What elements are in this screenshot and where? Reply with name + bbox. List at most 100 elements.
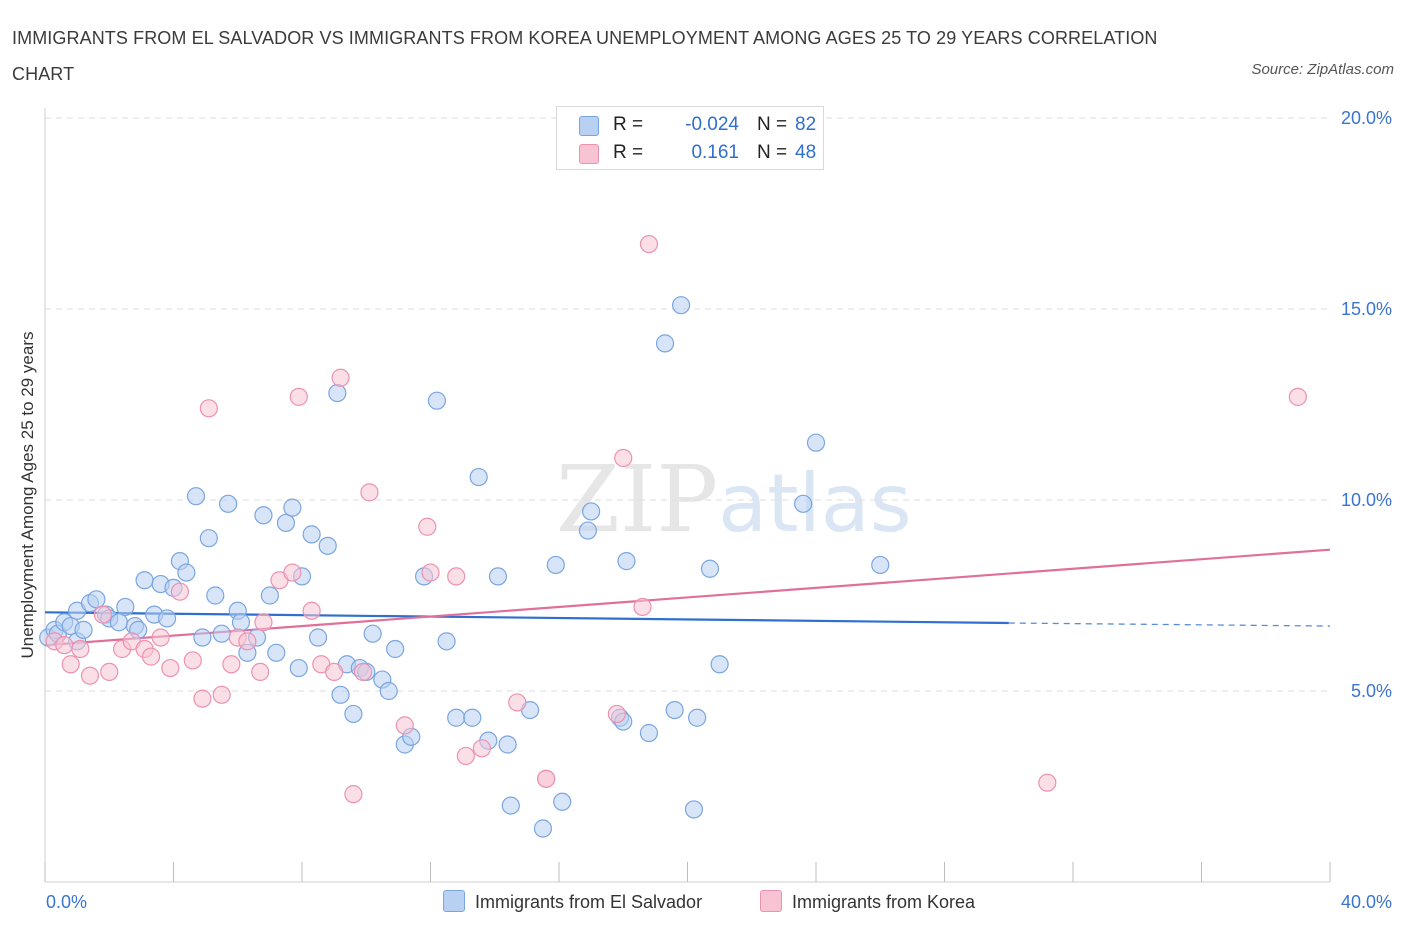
legend-swatch-blue — [579, 116, 599, 136]
point-korea — [639, 234, 659, 254]
point-korea — [537, 769, 556, 788]
y-tick-label: 20.0% — [1341, 108, 1392, 128]
point-el-salvador — [135, 571, 154, 590]
bottom-legend-label: Immigrants from Korea — [792, 892, 976, 912]
tick-labels: 5.0% 10.0% 15.0% 20.0% 0.0% 40.0% — [46, 108, 1392, 912]
point-korea — [251, 662, 270, 682]
point-korea — [395, 716, 414, 735]
point-korea — [151, 628, 170, 647]
point-el-salvador — [379, 681, 398, 701]
point-el-salvador — [671, 296, 691, 315]
legend-n-value: 48 — [795, 142, 817, 163]
point-korea — [633, 597, 652, 617]
point-el-salvador — [267, 643, 286, 662]
y-tick-label: 10.0% — [1341, 490, 1392, 510]
point-korea — [161, 658, 180, 678]
point-korea — [61, 655, 80, 674]
point-el-salvador — [219, 494, 238, 513]
bottom-legend-label: Immigrants from El Salvador — [475, 892, 703, 912]
point-korea — [289, 387, 308, 406]
point-korea — [170, 582, 190, 601]
point-el-salvador — [302, 525, 321, 544]
point-korea — [183, 651, 202, 670]
legend-swatch-pink — [579, 144, 599, 164]
point-korea — [1038, 773, 1057, 792]
legend-r-label: R = — [613, 114, 644, 135]
point-el-salvador — [386, 639, 405, 659]
point-korea — [360, 483, 379, 502]
legend-r-label: R = — [613, 142, 644, 163]
point-el-salvador — [193, 628, 212, 647]
point-el-salvador — [199, 529, 218, 548]
point-el-salvador — [501, 796, 520, 815]
point-el-salvador — [447, 708, 466, 727]
point-korea — [1288, 387, 1307, 406]
bottom-legend-swatch-pink — [760, 890, 782, 912]
point-korea — [254, 613, 273, 632]
point-korea — [93, 605, 112, 624]
trend-line-el-salvador-extension — [1008, 622, 1331, 627]
point-el-salvador — [688, 708, 707, 727]
point-korea — [283, 563, 302, 582]
point-korea — [71, 639, 90, 659]
correlation-legend: R = -0.024 N = 82 R = 0.161 N = 48 — [556, 106, 824, 170]
trend-line-el-salvador — [44, 611, 1009, 625]
point-korea — [421, 563, 440, 582]
bottom-legend-el-salvador: Immigrants from El Salvador — [443, 890, 702, 913]
point-el-salvador — [437, 632, 456, 651]
legend-n-value: 82 — [795, 114, 817, 135]
point-korea — [418, 517, 437, 536]
point-el-salvador — [74, 620, 93, 639]
point-el-salvador — [157, 609, 177, 628]
point-el-salvador — [498, 735, 517, 754]
y-tick-label: 5.0% — [1351, 681, 1392, 701]
point-el-salvador — [212, 624, 231, 643]
point-korea — [193, 689, 212, 708]
chart-title: IMMIGRANTS FROM EL SALVADOR VS IMMIGRANT… — [12, 28, 1158, 84]
point-el-salvador — [655, 334, 675, 353]
point-el-salvador — [871, 555, 890, 575]
point-el-salvador — [344, 704, 363, 724]
point-korea — [141, 647, 161, 666]
y-tick-label: 15.0% — [1341, 299, 1392, 319]
point-el-salvador — [116, 597, 135, 617]
legend-r-value: 0.161 — [691, 142, 739, 163]
x-tick-label: 40.0% — [1341, 892, 1392, 912]
bottom-legend-korea: Immigrants from Korea — [760, 890, 975, 913]
bottom-legend-swatch-blue — [443, 890, 465, 912]
point-el-salvador — [546, 555, 565, 575]
point-korea — [607, 704, 626, 724]
point-el-salvador — [186, 487, 206, 506]
source-label: Source: ZipAtlas.com — [1251, 61, 1394, 78]
point-el-salvador — [177, 563, 196, 582]
point-el-salvador — [276, 513, 296, 533]
point-korea — [55, 636, 74, 655]
point-korea — [447, 567, 466, 586]
point-korea — [80, 666, 100, 685]
point-el-salvador — [806, 433, 826, 452]
point-el-salvador — [318, 536, 337, 555]
legend-n-label: N = — [757, 142, 788, 163]
point-korea — [222, 655, 241, 674]
point-el-salvador — [578, 521, 598, 540]
point-korea — [472, 739, 491, 758]
point-el-salvador — [289, 658, 308, 678]
point-el-salvador — [488, 567, 508, 586]
point-el-salvador — [794, 494, 813, 513]
point-korea — [302, 601, 321, 620]
point-korea — [199, 399, 218, 418]
point-el-salvador — [260, 586, 279, 605]
legend-r-value: -0.024 — [685, 114, 739, 135]
point-el-salvador — [206, 586, 225, 605]
point-el-salvador — [109, 613, 128, 632]
point-korea — [325, 662, 344, 682]
point-korea — [456, 746, 475, 766]
point-korea — [344, 785, 363, 804]
point-korea — [614, 448, 633, 468]
point-korea — [508, 693, 527, 712]
point-korea — [100, 662, 119, 682]
point-el-salvador — [553, 792, 572, 811]
point-el-salvador — [283, 498, 302, 517]
point-el-salvador — [87, 590, 106, 609]
point-korea — [353, 662, 373, 682]
